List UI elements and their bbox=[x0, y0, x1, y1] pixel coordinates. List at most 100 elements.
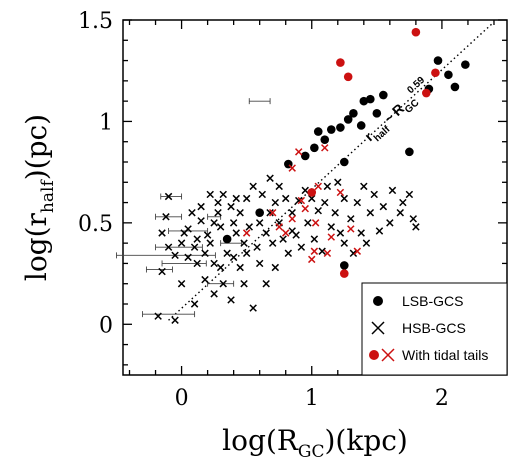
legend-box bbox=[361, 282, 508, 376]
lsb-point bbox=[379, 90, 388, 100]
tidal-cross-point bbox=[301, 204, 309, 213]
hsb-point bbox=[323, 182, 332, 191]
hsb-point bbox=[405, 190, 414, 199]
tidal-dot-point bbox=[336, 58, 345, 67]
lsb-point bbox=[300, 151, 310, 161]
hsb-point bbox=[203, 231, 212, 239]
hsb-point bbox=[360, 182, 368, 191]
cross-stroke bbox=[275, 182, 283, 191]
hsb-point bbox=[190, 243, 199, 251]
hsb-point bbox=[154, 312, 162, 320]
hsb-point bbox=[271, 263, 280, 272]
lsb-point bbox=[339, 261, 349, 270]
hsb-point bbox=[197, 202, 205, 211]
cross-stroke bbox=[371, 321, 385, 335]
tidal-dot-point bbox=[411, 27, 421, 37]
cross-stroke bbox=[409, 215, 418, 223]
hsb-point bbox=[271, 198, 280, 207]
cross-stroke bbox=[210, 219, 218, 227]
cross-stroke bbox=[375, 227, 384, 235]
error-bar bbox=[160, 193, 183, 200]
hsb-point bbox=[281, 194, 290, 203]
lsb-point bbox=[444, 70, 453, 80]
cross-stroke bbox=[158, 267, 166, 276]
hsb-point bbox=[258, 190, 267, 199]
hsb-point bbox=[236, 263, 244, 272]
cross-stroke bbox=[229, 253, 238, 262]
cross-stroke bbox=[232, 229, 240, 237]
legend-entry: With tidal tails bbox=[369, 347, 488, 363]
hsb-point bbox=[171, 316, 179, 324]
cross-stroke bbox=[240, 279, 248, 288]
hsb-point bbox=[216, 223, 225, 231]
lsb-point bbox=[359, 96, 369, 106]
tidal-cross-point bbox=[297, 196, 306, 205]
error-bar bbox=[116, 252, 216, 259]
hsb-point bbox=[334, 178, 342, 187]
cross-stroke bbox=[242, 249, 251, 258]
lsb-point bbox=[222, 234, 232, 244]
y-tick-label: 0 bbox=[99, 313, 113, 338]
cross-stroke bbox=[210, 290, 218, 298]
cross-stroke bbox=[334, 178, 342, 187]
hsb-point bbox=[294, 196, 303, 205]
legend-label: With tidal tails bbox=[402, 347, 488, 363]
hsb-point bbox=[242, 249, 251, 258]
cross-stroke bbox=[347, 225, 355, 233]
hsb-point bbox=[184, 253, 192, 262]
hsb-point bbox=[314, 206, 322, 215]
cross-stroke bbox=[292, 231, 300, 239]
legend-label: LSB-GCS bbox=[402, 293, 463, 309]
error-bars bbox=[116, 98, 271, 318]
tidal-dot-point bbox=[421, 88, 431, 98]
error-bar bbox=[168, 227, 209, 234]
cross-stroke bbox=[236, 263, 244, 272]
plot-area bbox=[122, 19, 508, 376]
hsb-point bbox=[386, 219, 394, 227]
legend-dot-icon bbox=[369, 350, 379, 360]
x-tick-label: 0 bbox=[175, 386, 189, 411]
hsb-point bbox=[219, 279, 227, 288]
tidal-cross-point bbox=[310, 247, 319, 255]
hsb-point bbox=[206, 239, 214, 247]
cross-stroke bbox=[388, 186, 397, 195]
cross-stroke bbox=[219, 279, 227, 288]
hsb-point bbox=[327, 223, 336, 231]
cross-stroke bbox=[301, 204, 309, 213]
cross-stroke bbox=[271, 198, 280, 207]
y-tick-label: 1 bbox=[99, 110, 113, 135]
cross-stroke bbox=[249, 304, 257, 312]
lsb-point bbox=[433, 56, 443, 65]
hsb-point bbox=[266, 208, 274, 217]
hsb-point bbox=[353, 198, 362, 207]
cross-stroke bbox=[162, 213, 170, 221]
cross-stroke bbox=[268, 239, 277, 247]
lsb-point bbox=[366, 94, 375, 104]
lsb-point bbox=[405, 147, 414, 157]
lsb-point bbox=[326, 125, 336, 134]
cross-stroke bbox=[281, 194, 290, 203]
hsb-point bbox=[229, 219, 238, 227]
cross-stroke bbox=[396, 208, 404, 217]
cross-stroke bbox=[327, 233, 336, 241]
tidal-dot-point bbox=[431, 68, 440, 78]
hsb-point bbox=[331, 208, 339, 217]
cross-stroke bbox=[232, 194, 240, 203]
cross-stroke bbox=[379, 202, 388, 211]
hsb-point bbox=[412, 223, 420, 231]
cross-stroke bbox=[236, 208, 244, 217]
hsb-point bbox=[240, 239, 248, 247]
cross-stroke bbox=[294, 196, 303, 205]
hsb-point bbox=[219, 190, 227, 199]
lsb-point bbox=[339, 157, 349, 167]
legend-entry: LSB-GCS bbox=[373, 293, 463, 309]
tidal-cross-point bbox=[336, 188, 345, 197]
cross-stroke bbox=[216, 263, 225, 272]
cross-stroke bbox=[284, 249, 293, 258]
legend-entry: HSB-GCS bbox=[371, 320, 466, 336]
cross-stroke bbox=[370, 190, 378, 199]
hsb-point bbox=[193, 235, 201, 243]
hsb-point bbox=[249, 182, 257, 191]
cross-stroke bbox=[262, 279, 270, 288]
cross-stroke bbox=[271, 263, 280, 272]
